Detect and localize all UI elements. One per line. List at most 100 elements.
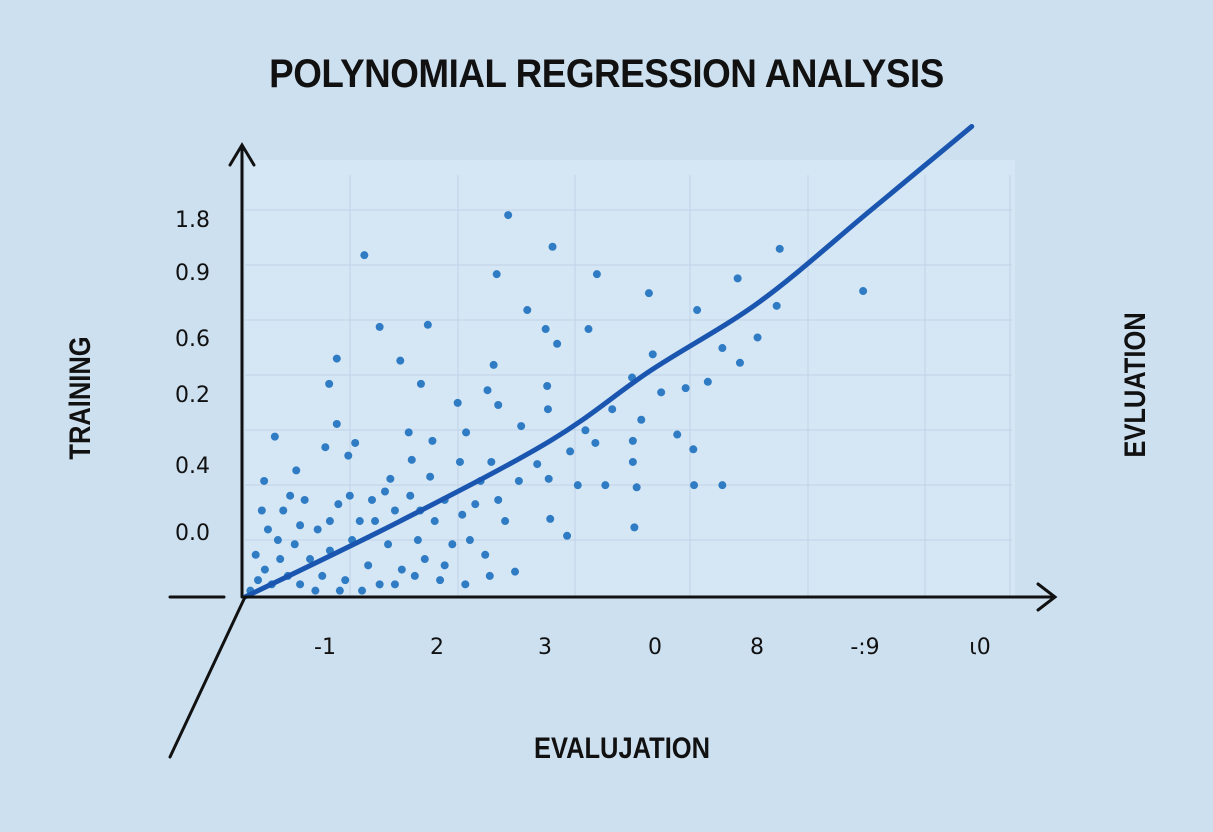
data-point	[492, 270, 501, 279]
data-point	[364, 561, 373, 570]
data-point	[693, 306, 702, 315]
data-point	[380, 487, 389, 496]
data-point	[553, 339, 562, 348]
x-axis-label: EVALUJATION	[534, 731, 710, 764]
x-tick-label: 2	[430, 635, 444, 660]
data-points	[246, 211, 868, 595]
data-point	[462, 428, 471, 437]
x-tick-label: 8	[750, 635, 764, 660]
y-tick-label: 1.8	[175, 208, 210, 233]
data-point	[648, 350, 657, 359]
data-point	[733, 274, 742, 283]
data-point	[533, 460, 542, 469]
data-point	[313, 525, 322, 534]
x-axis-arrow	[1036, 582, 1058, 612]
data-point	[306, 555, 315, 564]
data-point	[254, 576, 263, 585]
data-point	[423, 320, 432, 329]
data-point	[428, 436, 437, 445]
data-point	[689, 445, 698, 454]
data-point	[632, 483, 641, 492]
data-point	[471, 500, 480, 509]
data-point	[628, 457, 637, 466]
data-point	[318, 571, 327, 580]
data-point	[367, 495, 376, 504]
y-axis-label: TRAlNING	[63, 336, 96, 459]
data-point	[426, 472, 435, 481]
data-point	[332, 419, 341, 428]
data-point	[775, 244, 784, 253]
data-point	[485, 571, 494, 580]
data-point	[332, 354, 341, 363]
data-point	[772, 301, 781, 310]
axes	[168, 142, 1058, 759]
data-point	[703, 377, 712, 386]
data-point	[514, 476, 523, 485]
data-point	[390, 506, 399, 515]
y-axis-label-right: EVLUATION	[1118, 312, 1151, 457]
data-point	[375, 322, 384, 331]
data-point	[410, 571, 419, 580]
data-point	[440, 561, 449, 570]
data-point	[390, 580, 399, 589]
data-point	[541, 325, 550, 334]
data-point	[489, 360, 498, 369]
regression-curve	[242, 123, 975, 600]
y-tick-label: 0.9	[175, 261, 210, 286]
data-point	[461, 580, 470, 589]
data-point	[344, 451, 353, 460]
data-point	[543, 405, 552, 414]
data-point	[584, 325, 593, 334]
data-point	[311, 586, 320, 595]
data-point	[681, 384, 690, 393]
data-point	[276, 555, 285, 564]
data-point	[384, 540, 393, 549]
data-point	[673, 430, 682, 439]
data-point	[260, 565, 269, 574]
y-axis-arrow	[228, 142, 256, 167]
data-point	[630, 523, 639, 532]
data-point	[546, 514, 555, 523]
data-point	[511, 567, 520, 576]
data-point	[270, 432, 279, 441]
chart-title: POLYNOMIAL REGRESSION ANALYSIS	[269, 52, 944, 96]
y-tick-label: 0.6	[175, 327, 210, 352]
data-point	[296, 580, 305, 589]
data-point	[406, 491, 415, 500]
data-point	[334, 500, 343, 509]
data-point	[544, 474, 553, 483]
y-tick-label: 0.2	[175, 383, 210, 408]
data-point	[360, 251, 369, 260]
data-point	[581, 426, 590, 435]
data-point	[273, 536, 282, 545]
data-point	[690, 481, 699, 490]
data-point	[335, 586, 344, 595]
data-point	[566, 447, 575, 456]
data-point	[325, 517, 334, 526]
x-tick-label: 3	[538, 635, 552, 660]
diagonal-axis	[168, 595, 247, 759]
data-point	[735, 358, 744, 367]
data-point	[481, 550, 490, 559]
data-point	[543, 382, 552, 390]
data-point	[292, 466, 301, 475]
data-point	[420, 555, 429, 564]
x-tick-label: -1	[314, 635, 336, 660]
data-point	[371, 517, 380, 526]
data-point	[286, 491, 295, 500]
data-point	[465, 536, 474, 545]
data-point	[355, 517, 364, 526]
data-point	[657, 388, 666, 397]
y-tick-label: 0.4	[175, 454, 210, 479]
data-point	[487, 457, 496, 466]
data-point	[290, 540, 299, 549]
data-point	[257, 506, 266, 515]
data-point	[279, 506, 288, 515]
data-point	[351, 438, 360, 447]
data-point	[375, 580, 384, 589]
data-point	[753, 333, 762, 342]
data-point	[455, 457, 464, 466]
data-point	[436, 576, 445, 585]
data-point	[523, 306, 532, 315]
data-point	[859, 287, 868, 296]
